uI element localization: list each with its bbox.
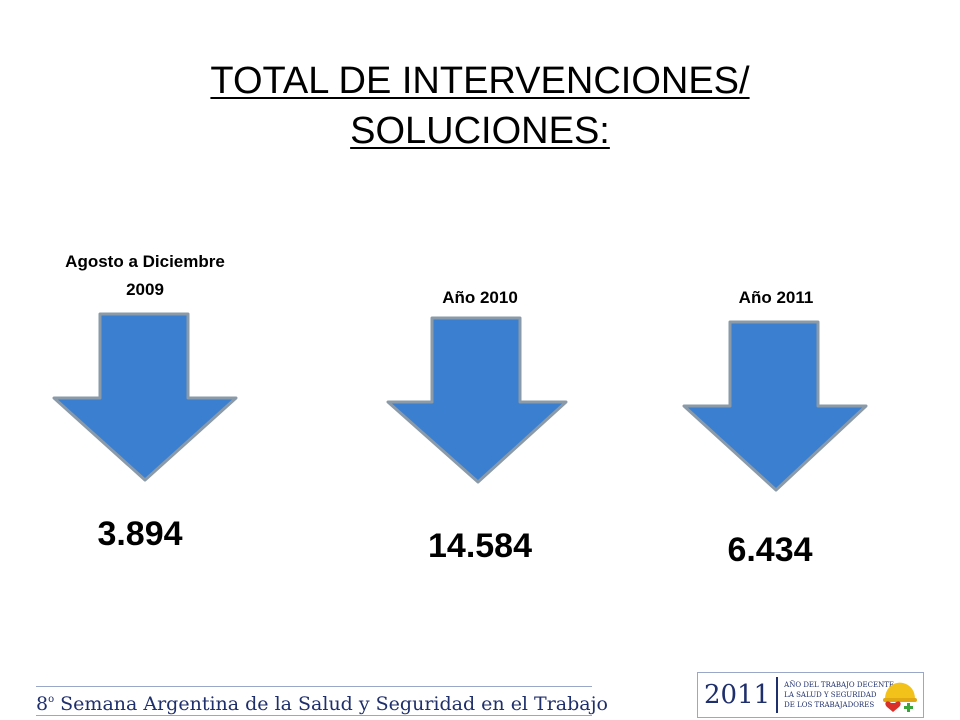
helmet-heart-icon xyxy=(883,682,917,712)
logo-line-2: LA SALUD Y SEGURIDAD xyxy=(784,691,877,699)
logo-line-1: AÑO DEL TRABAJO DECENTE, xyxy=(784,681,897,689)
period-label-line-2: 2009 xyxy=(126,280,164,299)
footer-bar xyxy=(36,686,592,716)
period-label-line-1: Año 2011 xyxy=(738,288,814,307)
period-label-2011: Año 2011 xyxy=(676,284,876,312)
value-2010: 14.584 xyxy=(428,527,532,565)
logo-year: 2011 xyxy=(698,677,779,713)
slide-title: TOTAL DE INTERVENCIONES/ SOLUCIONES: xyxy=(0,56,960,156)
down-arrow-icon xyxy=(52,312,238,482)
footer-ordinal: 8 xyxy=(36,693,49,715)
value-2009: 3.894 xyxy=(97,515,183,553)
logo-line-3: DE LOS TRABAJADORES xyxy=(784,701,875,709)
logo-text: AÑO DEL TRABAJO DECENTE, LA SALUD Y SEGU… xyxy=(778,680,896,710)
title-line-2: SOLUCIONES: xyxy=(350,110,610,152)
footer-title: 8o Semana Argentina de la Salud y Seguri… xyxy=(36,686,608,715)
footer-text: Semana Argentina de la Salud y Seguridad… xyxy=(54,693,608,715)
down-arrow-icon xyxy=(682,320,868,492)
period-label-2009: Agosto a Diciembre 2009 xyxy=(30,248,260,304)
footer-ordinal-sup: o xyxy=(48,694,55,705)
down-arrow-icon xyxy=(386,316,568,484)
period-label-line-1: Agosto a Diciembre xyxy=(65,252,225,271)
period-label-2010: Año 2010 xyxy=(380,284,580,312)
title-line-1: TOTAL DE INTERVENCIONES/ xyxy=(210,60,750,102)
value-2011: 6.434 xyxy=(727,531,813,569)
period-label-line-1: Año 2010 xyxy=(442,288,518,307)
year-logo: 2011 AÑO DEL TRABAJO DECENTE, LA SALUD Y… xyxy=(697,672,924,718)
